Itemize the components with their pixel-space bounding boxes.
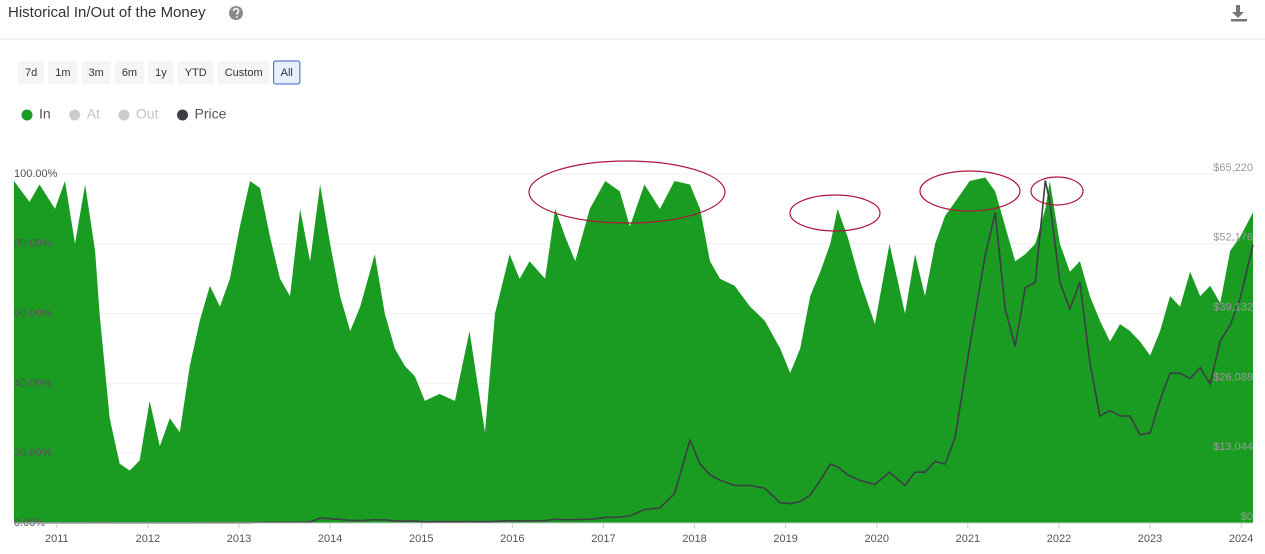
highlight-ellipse [919,170,1021,212]
button-label: 1y [155,67,167,79]
legend-marker [69,109,81,121]
widget-title: Historical In/Out of the Money [8,4,206,21]
highlight-ellipse [1030,176,1084,206]
legend-marker [118,109,130,121]
x-tick-label: 2021 [956,533,980,545]
legend-item[interactable]: In [21,106,51,122]
button-label: Custom [225,67,263,79]
legend-marker [177,109,188,121]
button-background [217,61,270,84]
x-tick-label: 2016 [500,533,524,545]
button-background [273,60,301,85]
button-label: 3m [89,67,104,79]
x-tick-label: 2018 [682,533,706,545]
in-area [14,177,1253,523]
button-label: 1m [55,67,70,79]
range-button[interactable]: 6m [114,61,145,84]
annotations [528,160,1084,232]
y2-tick-label: $26,088 [1213,371,1253,383]
x-tick-label: 2024 [1229,533,1253,545]
button-label: All [281,67,293,79]
button-label: 6m [122,67,137,79]
range-buttons: 7d 1m 3m 6m 1y YTD Custom All [18,60,301,85]
legend-label: At [87,106,100,122]
y2-tick-label: $52,176 [1213,232,1253,244]
legend-label: Out [136,106,159,122]
y2-tick-label: $39,132 [1213,302,1253,314]
range-button[interactable]: Custom [217,61,270,84]
y-tick-label: 20.00% [14,447,52,459]
legend: In At Out Price [21,106,227,122]
button-background [18,61,45,84]
range-button[interactable]: YTD [177,61,214,84]
x-tick-label: 2014 [318,533,342,545]
range-button[interactable]: 7d [18,61,45,84]
highlight-ellipse [789,194,881,232]
legend-item[interactable]: Out [118,106,159,122]
legend-label: In [39,106,51,122]
x-tick-label: 2013 [227,533,251,545]
x-tick-label: 2012 [136,533,160,545]
y-tick-label: 100.00% [14,168,58,180]
y-tick-label: 40.00% [14,377,52,389]
button-label: 7d [25,67,37,79]
button-background [81,61,111,84]
help-icon[interactable] [229,6,243,20]
button-background [177,61,214,84]
plot: 0.00%20.00%40.00%60.00%80.00%100.00%$0$1… [14,162,1254,545]
y2-tick-label: $0 [1241,511,1253,523]
download-icon[interactable] [1231,5,1247,22]
y2-tick-label: $13,044 [1213,441,1253,453]
range-button[interactable]: 3m [81,61,111,84]
legend-item[interactable]: Price [177,106,227,122]
x-tick-label: 2022 [1047,533,1071,545]
y2-tick-label: $65,220 [1213,162,1253,174]
button-background [114,61,145,84]
range-button[interactable]: 1m [48,61,78,84]
highlight-ellipse [528,160,726,224]
x-tick-label: 2011 [45,533,69,545]
x-tick-label: 2015 [409,533,433,545]
x-tick-label: 2019 [773,533,797,545]
button-background [48,61,78,84]
x-tick-label: 2023 [1138,533,1162,545]
y-tick-label: 60.00% [14,308,52,320]
range-button[interactable]: All [273,60,301,85]
legend-item[interactable]: At [69,106,100,122]
y-tick-label: 80.00% [14,238,52,250]
button-background [148,61,174,84]
legend-label: Price [195,106,227,122]
button-label: YTD [185,67,207,79]
x-tick-label: 2017 [591,533,615,545]
range-button[interactable]: 1y [148,61,174,84]
x-tick-label: 2020 [865,533,889,545]
legend-marker [21,109,33,121]
